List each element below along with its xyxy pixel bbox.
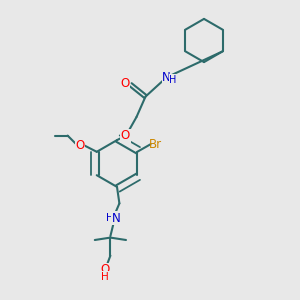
Text: O: O bbox=[100, 263, 109, 276]
Text: O: O bbox=[121, 76, 130, 90]
Text: H: H bbox=[101, 272, 109, 282]
Text: O: O bbox=[76, 139, 85, 152]
Text: N: N bbox=[162, 71, 171, 84]
Text: N: N bbox=[111, 212, 120, 225]
Text: H: H bbox=[169, 75, 177, 85]
Text: O: O bbox=[121, 129, 130, 142]
Text: H: H bbox=[106, 213, 114, 224]
Text: Br: Br bbox=[149, 138, 162, 151]
